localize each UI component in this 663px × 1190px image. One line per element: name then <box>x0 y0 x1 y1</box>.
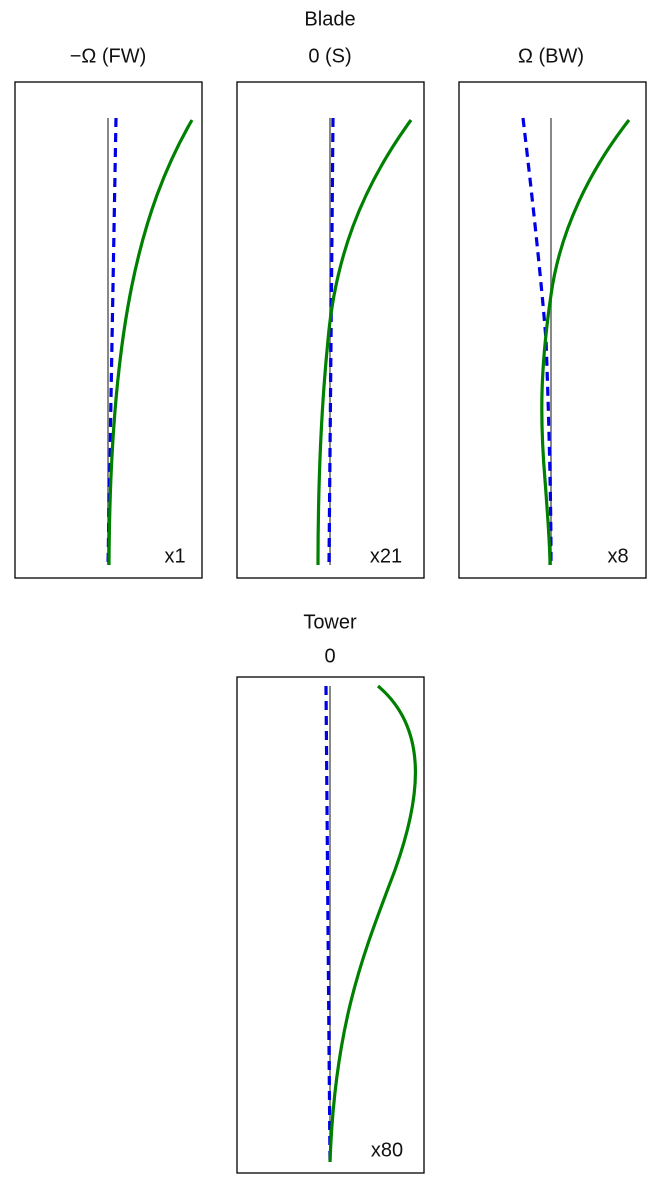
solid-mode-shape <box>316 119 413 566</box>
dashed-mode-shape <box>521 117 553 566</box>
solid-mode-shape <box>540 119 631 566</box>
scale-label: x8 <box>607 545 628 567</box>
panel-title: 0 <box>324 645 335 667</box>
panel-title: −Ω (FW) <box>70 45 147 67</box>
solid-mode-shape <box>107 119 194 566</box>
panel-title: Ω (BW) <box>518 45 584 67</box>
panel-frame <box>458 81 647 579</box>
dashed-mode-shape <box>324 685 332 1163</box>
solid-mode-shape <box>328 684 418 1163</box>
scale-label: x21 <box>370 545 402 567</box>
group-title: Blade <box>304 8 355 30</box>
scale-label: x1 <box>164 545 185 567</box>
panel-title: 0 (S) <box>308 45 351 67</box>
panel-frame <box>236 676 425 1174</box>
group-title: Tower <box>303 611 357 633</box>
panel-frame <box>236 81 425 579</box>
scale-label: x80 <box>371 1139 403 1161</box>
panel-frame <box>14 81 203 579</box>
